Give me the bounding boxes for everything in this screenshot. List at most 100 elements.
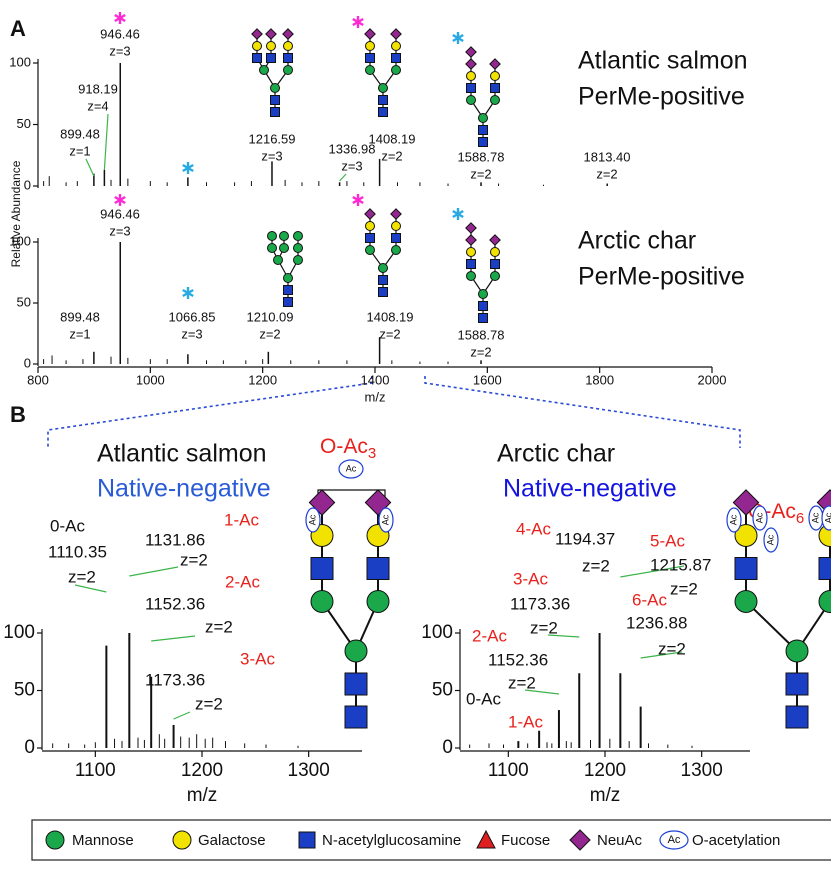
glycan-square: [391, 53, 401, 63]
glycan-circle: [365, 41, 375, 51]
acetyl-ellipse: [659, 830, 689, 850]
glycan-diamond: [489, 58, 501, 70]
acetyl-symbol: Ac: [728, 514, 738, 525]
glycan-circle: [293, 243, 303, 253]
leader-line: [85, 158, 95, 177]
acetyl-symbol: Ac: [810, 512, 820, 523]
glycan-circle: [734, 590, 758, 613]
glycan-square: [270, 107, 280, 117]
glycan-diamond: [364, 208, 376, 220]
y-tick-label: 50: [17, 294, 31, 309]
x-tick-label: 1300: [288, 760, 330, 781]
legend-box: [31, 819, 831, 861]
acetyl-count-label: 1-Ac: [508, 712, 543, 731]
glycan-circle: [267, 231, 277, 241]
x-tick-label: 2000: [698, 372, 727, 387]
glycan-circle: [378, 263, 388, 273]
charge-label: z=2: [508, 673, 536, 692]
peak-label: 1131.86: [145, 530, 205, 549]
glycan-diamond: [265, 28, 277, 40]
glycan-circle: [310, 590, 334, 613]
y-tick-label: 100: [421, 622, 453, 643]
leader-line: [151, 635, 196, 642]
glycan-circle: [293, 255, 303, 265]
charge-label: z=2: [180, 550, 208, 569]
star: [182, 288, 194, 298]
peak-label: 1813.40: [584, 149, 631, 164]
x-tick-label: 1300: [681, 760, 723, 781]
peak-label: 1152.36: [145, 594, 205, 613]
acetyl-ellipse: [752, 505, 768, 531]
peak-label: 918.19: [78, 81, 118, 96]
glycan-square: [365, 53, 375, 63]
glycan-square: [366, 557, 390, 580]
glycan-circle: [490, 71, 500, 81]
peak-label: 1210.09: [247, 309, 294, 324]
y-tick-label: 100: [9, 54, 31, 69]
glycan-circle: [259, 65, 269, 75]
glycan-square: [785, 672, 809, 696]
legend-symbol: [476, 829, 496, 849]
sample-title: Atlantic salmon: [578, 47, 748, 75]
glycan-diamond: [732, 489, 760, 516]
peak-label: 946.46: [100, 206, 140, 221]
y-axis-label: Relative Abundance: [9, 160, 23, 267]
y-tick-label: 0: [24, 355, 31, 370]
glycan-diamond: [489, 234, 501, 246]
x-tick-label: 1600: [473, 372, 502, 387]
peak-label: 1215.87: [650, 555, 711, 574]
glycan-circle: [293, 231, 303, 241]
peak-label: 899.48: [60, 126, 100, 141]
charge-label: z=2: [381, 148, 402, 163]
x-tick-label: 800: [27, 372, 49, 387]
leader-line: [547, 634, 580, 638]
modification-title: O-Ac3: [320, 435, 376, 462]
acetyl-ellipse: [763, 527, 779, 553]
glycan-circle: [283, 273, 293, 283]
glycan-circle: [466, 271, 476, 281]
glycan-circle: [252, 41, 262, 51]
glycan-circle: [490, 95, 500, 105]
leader-line: [103, 113, 109, 171]
y-tick-label: 50: [432, 680, 453, 701]
glycan-circle: [365, 65, 375, 75]
glycan-diamond: [364, 28, 376, 40]
glycan-circle: [283, 65, 293, 75]
peak-label: 1216.59: [249, 131, 296, 146]
zoom-line: [47, 376, 373, 448]
star: [352, 17, 364, 27]
charge-label: z=3: [341, 158, 362, 173]
glycan-square: [818, 557, 831, 580]
glycan-square: [283, 53, 293, 63]
glycan-circle: [490, 247, 500, 257]
glycan-circle: [283, 41, 293, 51]
sample-title: Arctic char: [578, 227, 696, 255]
glycan-diamond: [465, 234, 477, 246]
charge-label: z=1: [69, 143, 90, 158]
leader-line: [339, 173, 347, 182]
star: [114, 195, 126, 205]
glycan-diamond: [390, 28, 402, 40]
acetyl-symbol: Ac: [346, 463, 357, 473]
glycan-square: [478, 313, 488, 323]
star: [452, 33, 464, 43]
charge-label: z=3: [109, 223, 130, 238]
acetyl-count-label: 1-Ac: [224, 510, 259, 529]
modification-count: 6: [796, 510, 804, 527]
glycan-circle: [267, 243, 277, 253]
acetyl-symbol: Ac: [307, 514, 317, 525]
glycan-square: [270, 95, 280, 105]
charge-label: z=1: [69, 326, 90, 341]
glycan-square: [466, 259, 476, 269]
y-tick-label: 0: [24, 177, 31, 192]
x-tick-label: 1100: [75, 760, 116, 781]
acetyl-count-label: 0-Ac: [50, 516, 85, 535]
glycan-square: [344, 672, 368, 696]
star: [452, 209, 464, 219]
acetyl-ellipse: [726, 507, 742, 533]
x-tick-label: 1100: [488, 760, 529, 781]
glycan-square: [490, 83, 500, 93]
peak-label: 899.48: [60, 309, 100, 324]
y-tick-label: 100: [9, 233, 31, 248]
